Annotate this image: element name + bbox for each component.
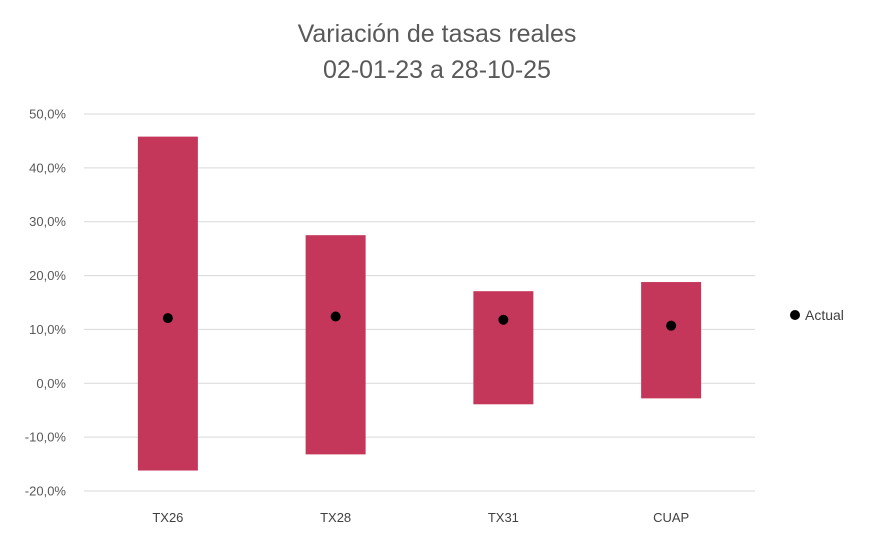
y-tick-label: 10,0% (29, 322, 66, 337)
actual-point-tx28 (330, 311, 341, 322)
chart-subtitle: 02-01-23 a 28-10-25 (323, 56, 551, 84)
y-tick-label: 30,0% (29, 214, 66, 229)
y-tick-label: 50,0% (29, 107, 66, 122)
actual-point-tx26 (162, 313, 173, 324)
y-tick-label: 40,0% (29, 160, 66, 175)
actual-point-cuap (666, 320, 677, 331)
y-tick-label: -20,0% (25, 484, 67, 499)
x-tick-label: CUAP (653, 510, 689, 525)
y-tick-label: 20,0% (29, 268, 66, 283)
legend-label-actual: Actual (805, 307, 844, 323)
x-tick-label: TX31 (488, 510, 519, 525)
actual-point-tx31 (498, 314, 509, 325)
range-bar-tx31 (473, 291, 534, 405)
range-bar-cuap (641, 282, 702, 399)
range-bar-tx26 (137, 136, 198, 471)
legend-marker-actual (790, 310, 800, 320)
chart-title: Variación de tasas reales (297, 20, 577, 48)
range-bar-tx28 (305, 235, 366, 455)
y-tick-label: -10,0% (25, 430, 67, 445)
x-tick-label: TX28 (320, 510, 351, 525)
y-tick-label: 0,0% (36, 376, 66, 391)
x-tick-label: TX26 (152, 510, 183, 525)
